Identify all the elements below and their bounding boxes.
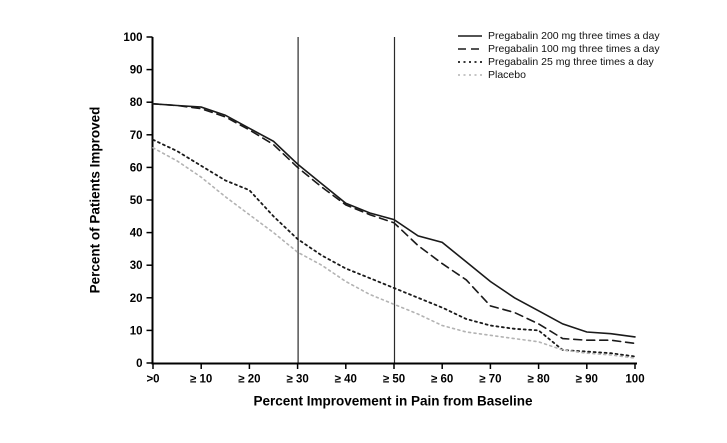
- legend-item-pregabalin-25-mg-three-times-a-day: Pregabalin 25 mg three times a day: [457, 55, 660, 68]
- legend-label: Pregabalin 200 mg three times a day: [488, 29, 660, 42]
- series-pregabalin-200-mg-three-times-a-day: [152, 103, 636, 338]
- series-pregabalin-25-mg-three-times-a-day: [152, 138, 636, 358]
- legend-sample-dashed-line: [458, 47, 482, 50]
- y-tick-label: 10: [130, 325, 143, 337]
- legend-item-pregabalin-100-mg-three-times-a-day: Pregabalin 100 mg three times a day: [457, 42, 660, 55]
- x-tick-label: ≥ 60: [431, 374, 453, 386]
- x-tick-label: ≥ 10: [190, 374, 212, 386]
- legend-label: Pregabalin 100 mg three times a day: [488, 42, 660, 55]
- legend-sample-dotted-line: [458, 73, 482, 76]
- x-tick-label: ≥ 30: [286, 374, 308, 386]
- y-tick-label: 20: [130, 293, 143, 305]
- x-tick-label: ≥ 40: [335, 374, 357, 386]
- y-tick-label: 70: [130, 130, 143, 142]
- x-tick-label: ≥ 90: [576, 374, 598, 386]
- y-tick-label: 90: [130, 65, 143, 77]
- chart-legend: Pregabalin 200 mg three times a day Prega…: [457, 29, 660, 81]
- series-pregabalin-100-mg-three-times-a-day: [152, 103, 636, 345]
- legend-label: Pregabalin 25 mg three times a day: [488, 55, 654, 68]
- x-tick-label: ≥ 50: [383, 374, 405, 386]
- x-tick-label: ≥ 20: [238, 374, 260, 386]
- series-placebo: [152, 147, 636, 359]
- legend-item-placebo: Placebo: [457, 68, 660, 81]
- x-tick-label: >0: [146, 374, 159, 386]
- y-tick-label: 50: [130, 195, 143, 207]
- x-axis-title: Percent Improvement in Pain from Baselin…: [253, 393, 533, 409]
- legend-item-pregabalin-200-mg-three-times-a-day: Pregabalin 200 mg three times a day: [457, 29, 660, 42]
- legend-sample-solid-line: [458, 34, 482, 37]
- x-tick-label: ≥ 80: [527, 374, 549, 386]
- y-axis-title: Percent of Patients Improved: [87, 106, 103, 294]
- y-tick-label: 40: [130, 228, 143, 240]
- x-tick-label: 100: [625, 374, 644, 386]
- y-tick-label: 60: [130, 162, 143, 174]
- x-tick-label: ≥ 70: [479, 374, 501, 386]
- y-tick-label: 80: [130, 97, 143, 109]
- y-tick-label: 30: [130, 260, 143, 272]
- legend-sample-dotted-line: [458, 60, 482, 63]
- legend-label: Placebo: [488, 68, 526, 81]
- y-tick-label: 0: [136, 358, 142, 370]
- y-tick-label: 100: [123, 32, 142, 44]
